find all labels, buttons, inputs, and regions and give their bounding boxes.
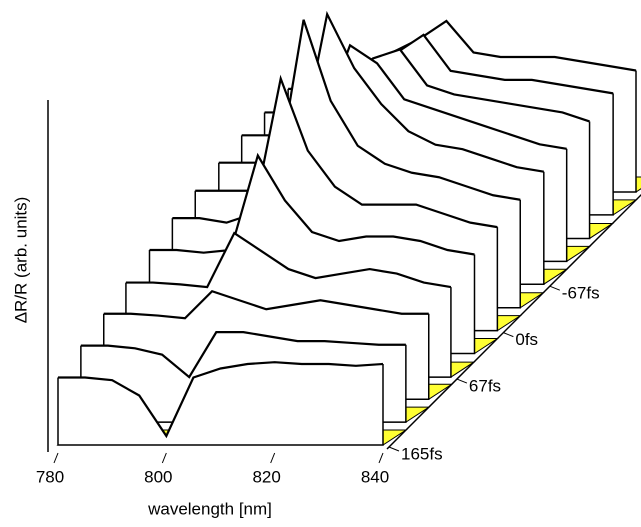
trace <box>58 361 384 439</box>
trace <box>80 331 406 379</box>
x-tick <box>53 452 59 464</box>
y-axis-label: ΔR/R (arb. units) <box>11 197 30 324</box>
x-axis-label: wavelength [nm] <box>147 499 272 518</box>
depth-axis <box>386 193 641 450</box>
x-tick-label: 780 <box>36 467 64 486</box>
z-tick <box>549 285 560 291</box>
x-tick-label: 800 <box>144 467 172 486</box>
x-tick <box>378 452 384 464</box>
x-tick-label: 820 <box>252 467 280 486</box>
trace <box>149 152 475 256</box>
z-tick-label: 67fs <box>469 377 501 396</box>
z-tick-label: -67fs <box>562 284 600 303</box>
trace-edges <box>57 364 384 446</box>
trace-fill <box>58 362 383 445</box>
z-tick <box>503 332 514 338</box>
trace <box>125 231 452 289</box>
trace <box>103 289 429 320</box>
x-tick-label: 840 <box>361 467 389 486</box>
trace <box>172 74 498 229</box>
z-tick <box>388 446 400 452</box>
z-tick <box>456 378 468 384</box>
z-tick-label: 0fs <box>515 330 538 349</box>
x-tick <box>270 452 276 464</box>
x-tick <box>161 452 167 464</box>
z-tick-label: 165fs <box>401 444 443 463</box>
